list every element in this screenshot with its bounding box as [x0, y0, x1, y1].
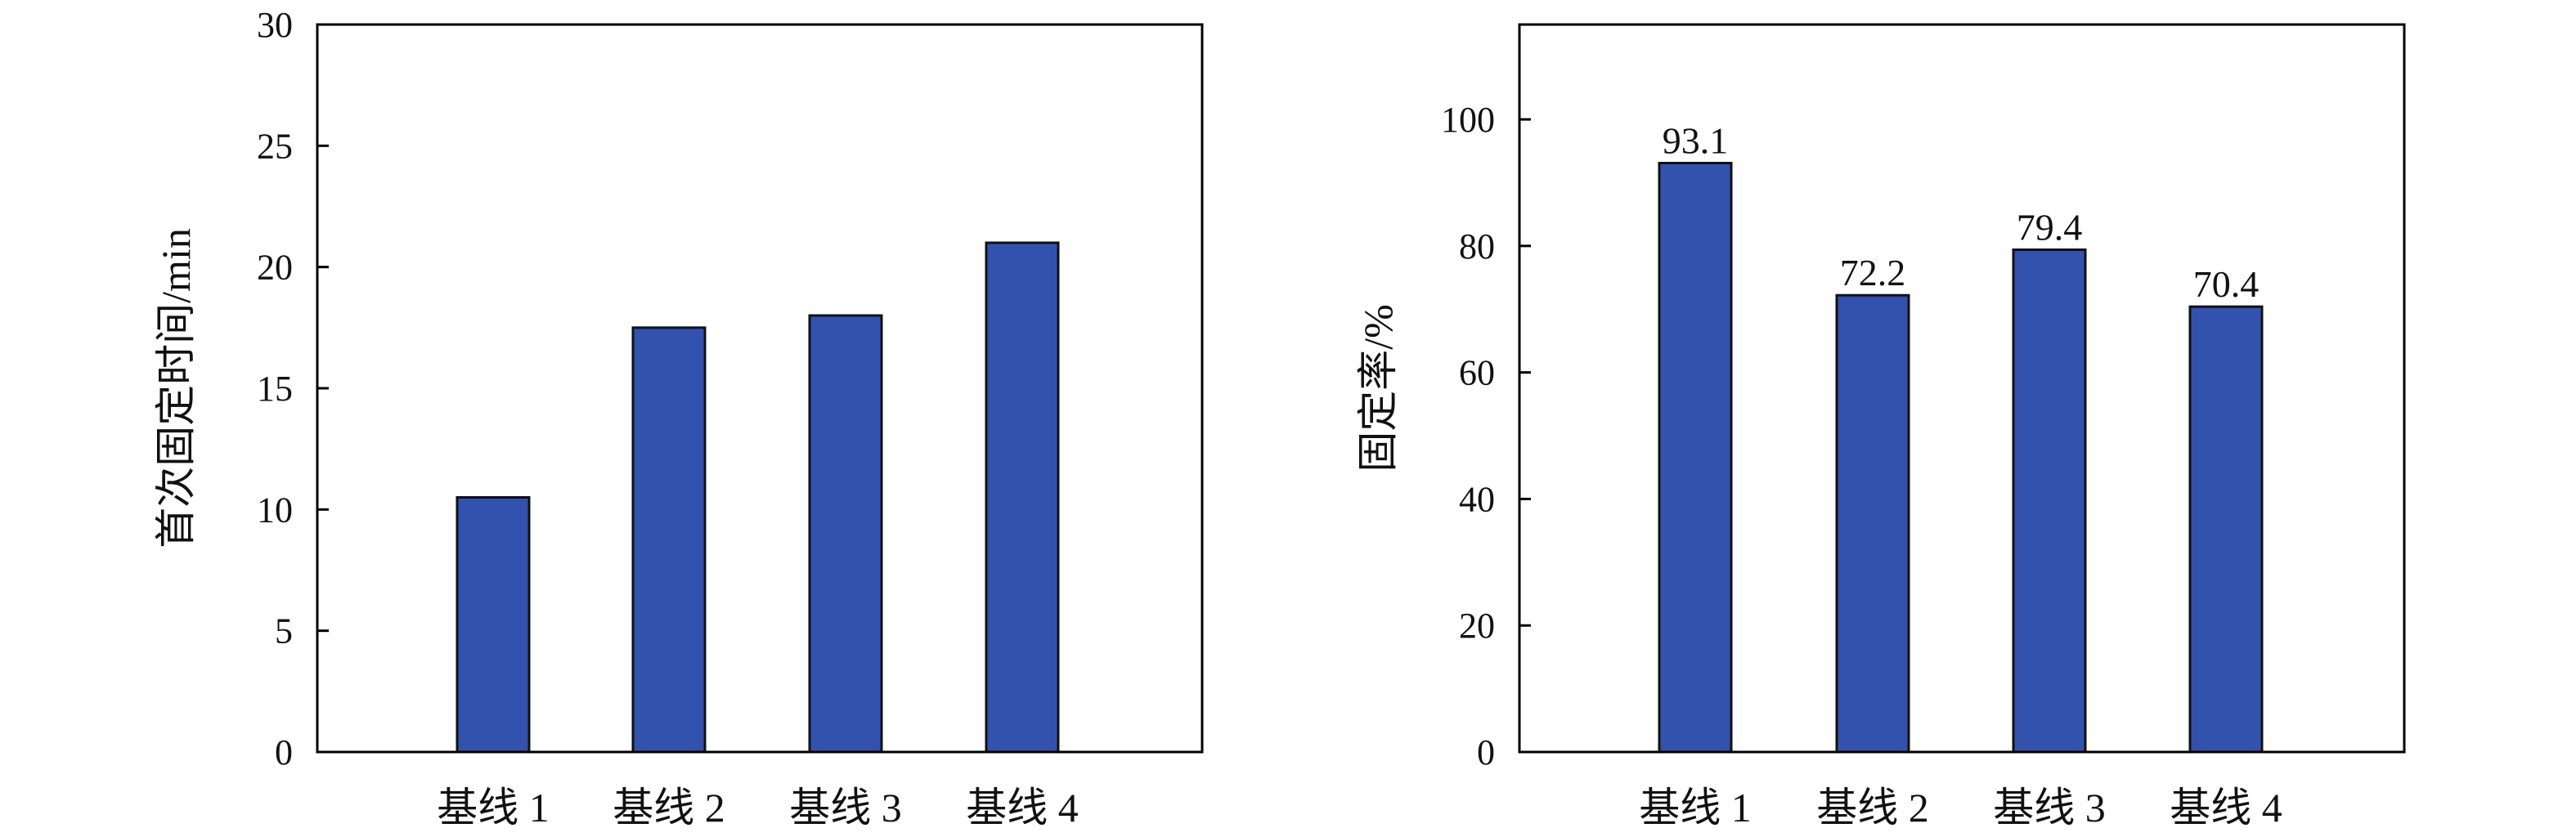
bar-4 — [2188, 305, 2264, 754]
x-category-label: 基线 3 — [1993, 785, 2106, 830]
bar-2 — [631, 326, 707, 754]
y-tick-label: 40 — [1459, 479, 1495, 519]
y-tick-label: 20 — [1459, 606, 1495, 646]
x-category-label: 基线 4 — [966, 785, 1079, 830]
plot-frame — [1518, 23, 2406, 754]
x-category-label: 基线 3 — [789, 785, 902, 830]
y-axis-title: 首次固定时间/min — [153, 228, 199, 548]
chart-fix-rate: 93.1 72.2 79.4 70.4 0 20 40 60 80 100 基线 1 基线 2 基线 3… — [1355, 23, 2406, 830]
y-tick-label: 60 — [1459, 353, 1495, 393]
y-axis-title: 固定率/% — [1355, 304, 1401, 472]
x-category-label: 基线 1 — [437, 785, 550, 830]
bar-3 — [808, 314, 883, 754]
x-category-label: 基线 4 — [2170, 785, 2282, 830]
x-category-label: 基线 2 — [613, 785, 725, 830]
y-tick-label: 0 — [1477, 732, 1495, 772]
y-tick-label: 30 — [257, 5, 293, 45]
y-tick-label: 25 — [257, 126, 293, 166]
chart-first-fix-time: 0 5 10 15 20 25 30 基线 1 基线 2 基线 3 基线 4 首次固定时间/min — [153, 5, 1204, 830]
y-tick-label: 100 — [1441, 100, 1495, 140]
y-tick-label: 80 — [1459, 226, 1495, 266]
bar-3 — [2012, 248, 2087, 754]
bar-2 — [1835, 293, 1910, 754]
y-tick-label: 5 — [275, 611, 293, 651]
bar-1 — [1658, 161, 1733, 754]
data-label-2: 72.2 — [1840, 252, 1906, 293]
data-label-4: 70.4 — [2193, 263, 2260, 305]
data-label-1: 93.1 — [1663, 119, 1729, 161]
data-label-3: 79.4 — [2017, 207, 2083, 248]
y-tick-label: 10 — [257, 490, 293, 530]
y-tick-label: 20 — [257, 248, 293, 288]
bar-4 — [985, 241, 1060, 754]
y-tick-label: 0 — [275, 732, 293, 772]
x-category-label: 基线 2 — [1816, 785, 1929, 830]
y-tick-label: 15 — [257, 369, 293, 409]
bar-1 — [456, 496, 531, 754]
plot-frame — [316, 23, 1204, 754]
x-category-label: 基线 1 — [1639, 785, 1752, 830]
